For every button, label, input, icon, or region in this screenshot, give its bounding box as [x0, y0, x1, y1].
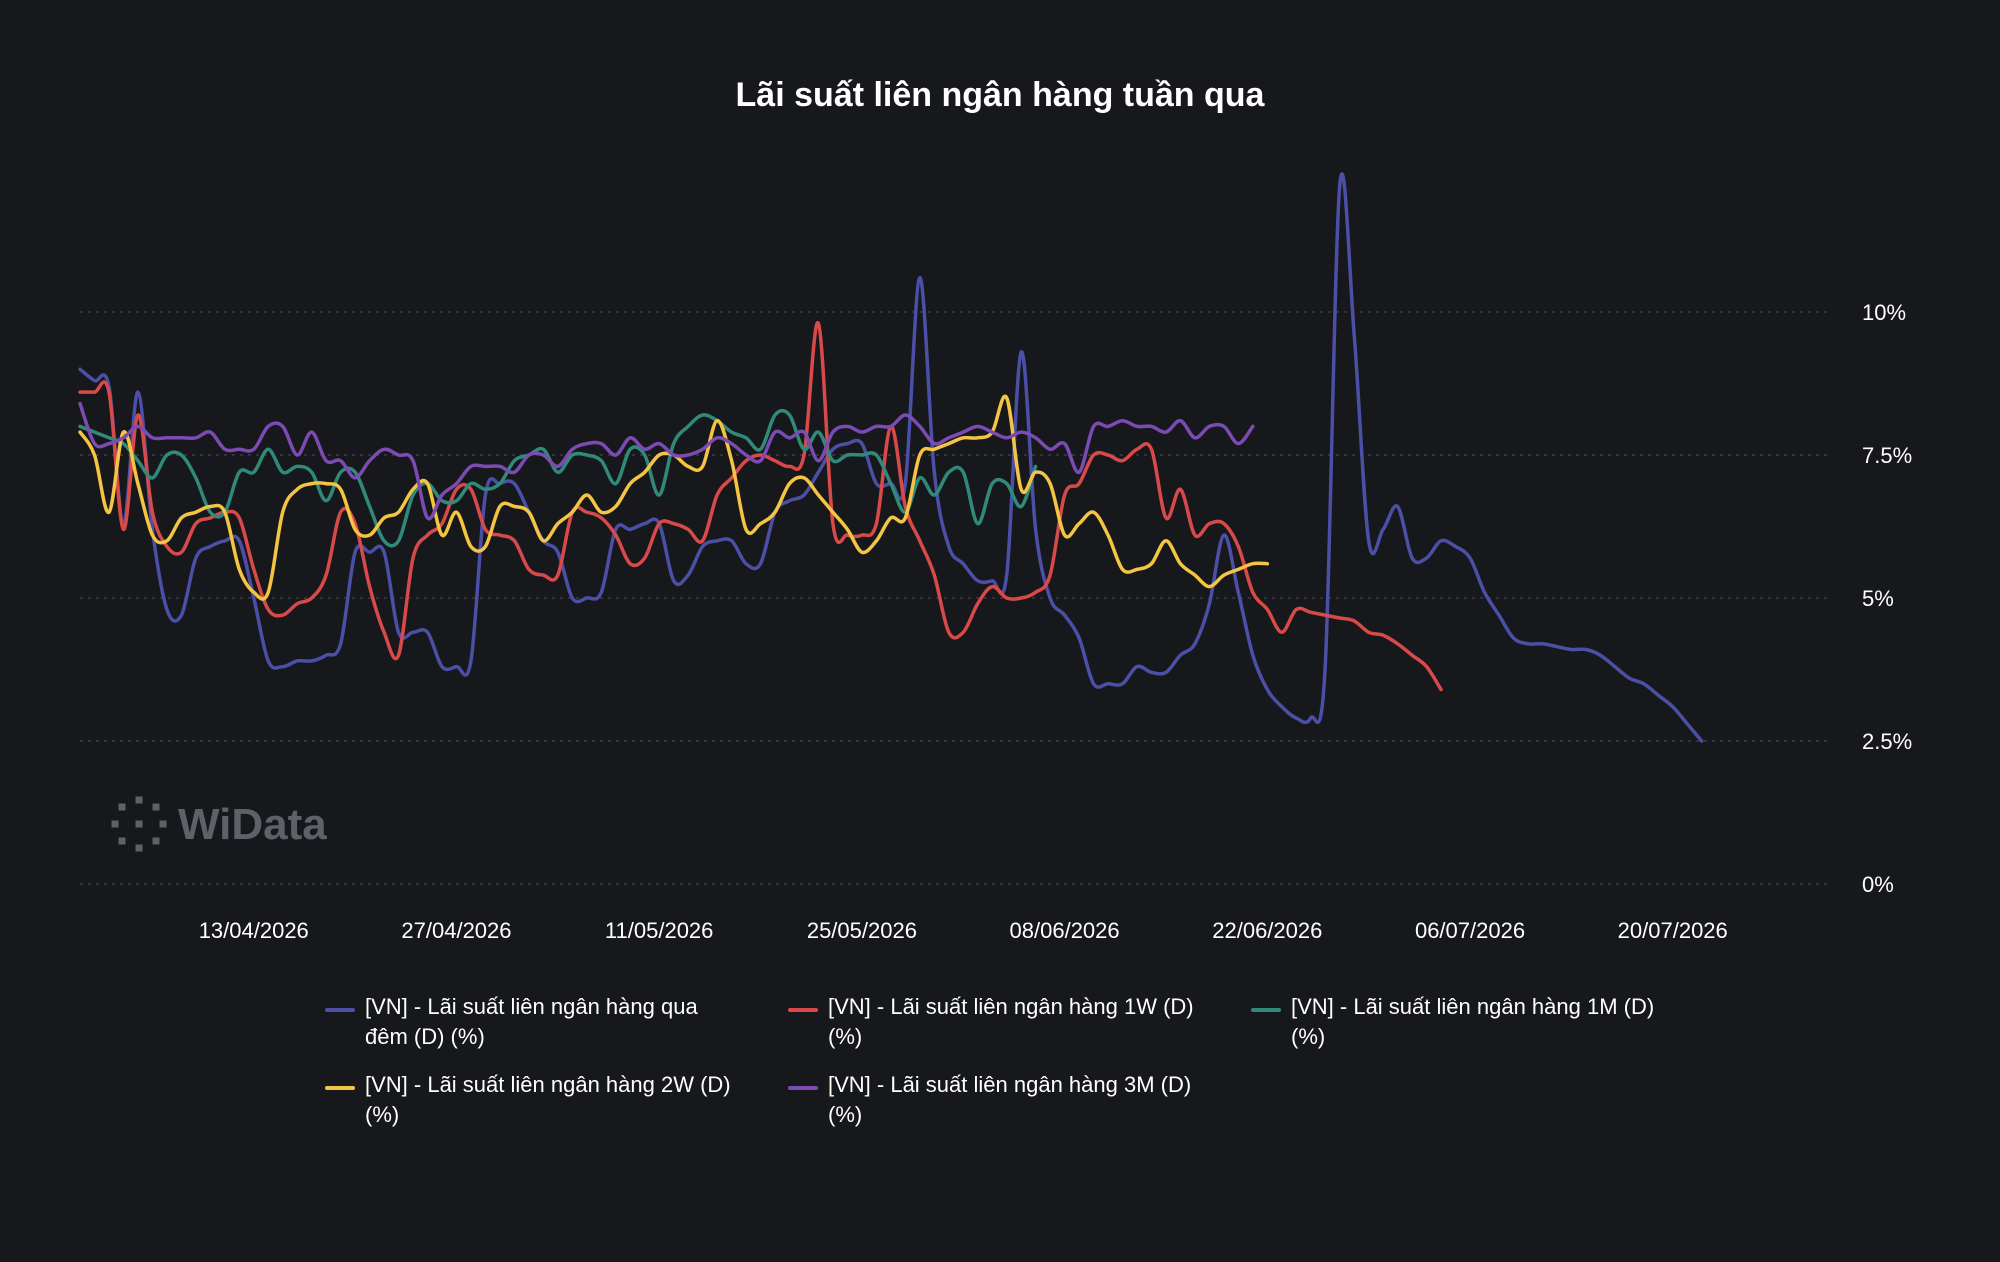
series-line-0 — [78, 172, 1704, 743]
legend-item-2[interactable]: [VN] - Lãi suất liên ngân hàng 1M (D) (%… — [1251, 992, 1714, 1052]
legend: [VN] - Lãi suất liên ngân hàng qua đêm (… — [325, 992, 1725, 1130]
logo-dot — [135, 796, 143, 804]
y-tick-label: 10% — [1862, 300, 1906, 325]
logo-dot — [118, 837, 126, 845]
logo-dot — [135, 844, 143, 852]
legend-item-1[interactable]: [VN] - Lãi suất liên ngân hàng 1W (D) (%… — [788, 992, 1251, 1052]
logo-dot — [152, 803, 160, 811]
y-tick-label: 7.5% — [1862, 443, 1912, 468]
legend-item-3[interactable]: [VN] - Lãi suất liên ngân hàng 2W (D) (%… — [325, 1070, 788, 1130]
x-tick-label: 25/05/2026 — [807, 918, 917, 943]
y-tick-label: 5% — [1862, 586, 1894, 611]
watermark: WiData — [111, 796, 327, 852]
y-tick-label: 2.5% — [1862, 729, 1912, 754]
chart-title: Lãi suất liên ngân hàng tuần qua — [736, 76, 1266, 114]
x-tick-label: 11/05/2026 — [605, 918, 713, 943]
watermark-text: WiData — [178, 800, 327, 849]
legend-item-4[interactable]: [VN] - Lãi suất liên ngân hàng 3M (D) (%… — [788, 1070, 1251, 1130]
y-tick-label: 0% — [1862, 872, 1894, 897]
x-tick-label: 22/06/2026 — [1212, 918, 1322, 943]
x-tick-label: 06/07/2026 — [1415, 918, 1525, 943]
legend-label: [VN] - Lãi suất liên ngân hàng 2W (D) (%… — [365, 1072, 731, 1127]
x-tick-label: 27/04/2026 — [401, 918, 511, 943]
series-line-3 — [78, 394, 1270, 601]
logo-dot — [152, 837, 160, 845]
series-line-4 — [78, 401, 1255, 521]
widata-logo-icon — [111, 796, 167, 852]
x-tick-label: 13/04/2026 — [199, 918, 309, 943]
gridlines — [80, 311, 1832, 885]
legend-swatch — [325, 1008, 355, 1012]
y-axis: 10% 7.5% 5% 2.5% 0% — [1862, 300, 1912, 897]
legend-swatch — [788, 1008, 818, 1012]
legend-swatch — [788, 1086, 818, 1090]
series-lines — [78, 172, 1704, 743]
logo-dot — [135, 820, 143, 828]
legend-label: [VN] - Lãi suất liên ngân hàng 1M (D) (%… — [1291, 994, 1655, 1049]
x-axis: 13/04/2026 27/04/2026 11/05/2026 25/05/2026… — [199, 918, 1728, 943]
legend-label: [VN] - Lãi suất liên ngân hàng qua đêm (… — [365, 994, 698, 1049]
legend-label: [VN] - Lãi suất liên ngân hàng 3M (D) (%… — [828, 1072, 1192, 1127]
logo-dot — [111, 820, 119, 828]
x-tick-label: 08/06/2026 — [1010, 918, 1120, 943]
legend-label: [VN] - Lãi suất liên ngân hàng 1W (D) (%… — [828, 994, 1194, 1049]
logo-dot — [159, 820, 167, 828]
series-line-2 — [78, 408, 1038, 548]
legend-item-0[interactable]: [VN] - Lãi suất liên ngân hàng qua đêm (… — [325, 992, 788, 1052]
x-tick-label: 20/07/2026 — [1618, 918, 1728, 943]
legend-swatch — [1251, 1008, 1281, 1012]
logo-dot — [118, 803, 126, 811]
legend-swatch — [325, 1086, 355, 1090]
